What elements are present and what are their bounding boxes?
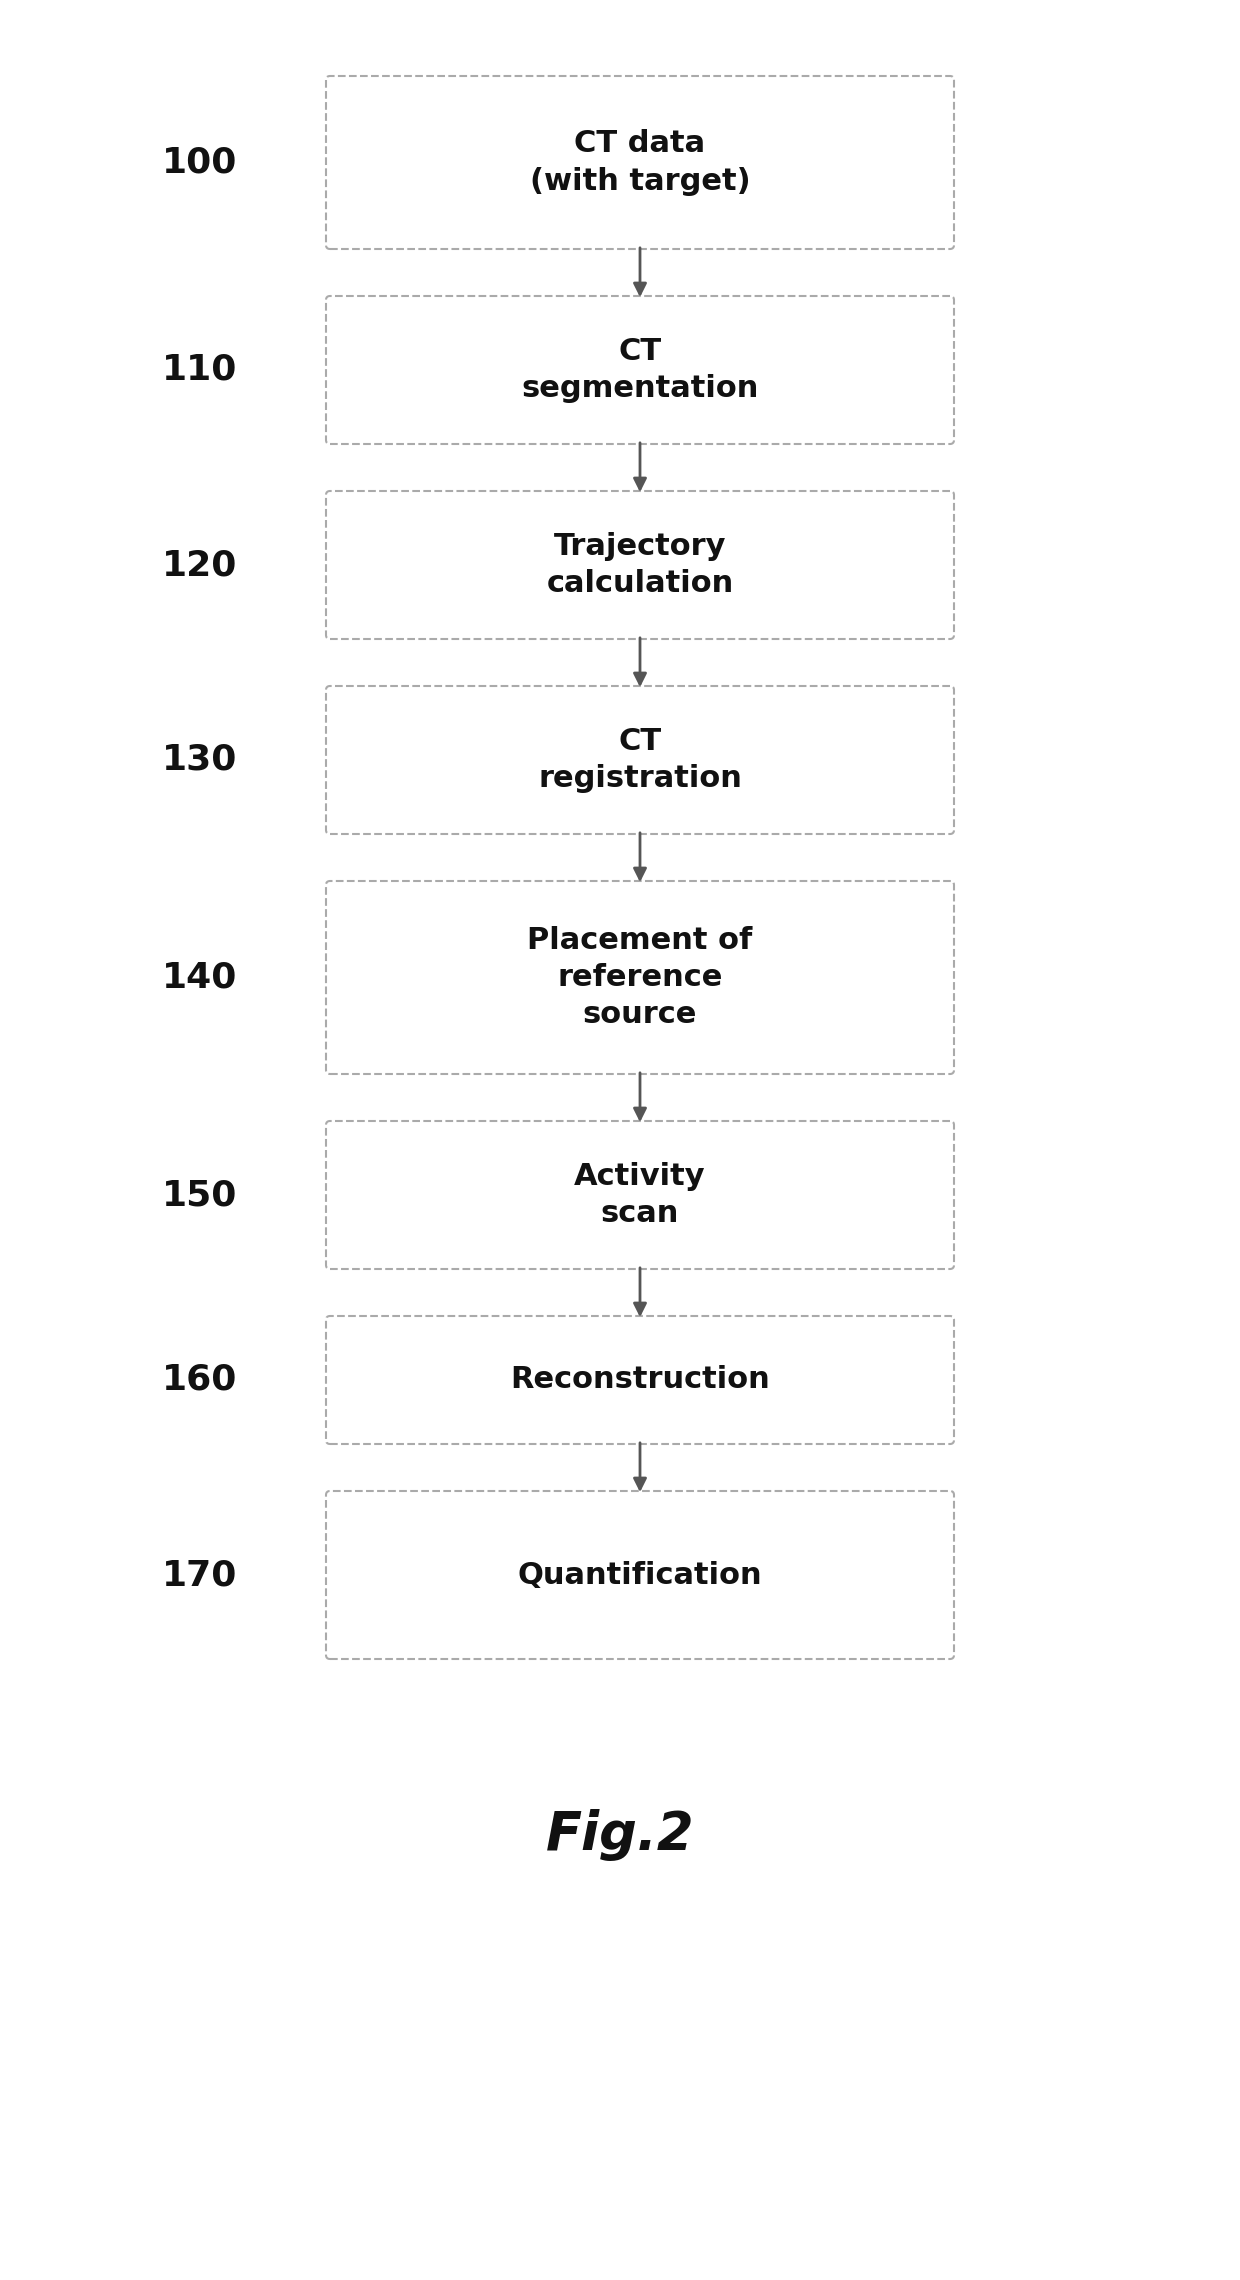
Text: Fig.2: Fig.2: [546, 1808, 694, 1860]
Text: Activity
scan: Activity scan: [574, 1163, 706, 1229]
Text: Placement of
reference
source: Placement of reference source: [527, 926, 753, 1028]
Text: Quantification: Quantification: [517, 1560, 763, 1589]
FancyBboxPatch shape: [326, 880, 954, 1074]
FancyBboxPatch shape: [326, 75, 954, 249]
Text: CT
registration: CT registration: [538, 727, 742, 793]
Text: Trajectory
calculation: Trajectory calculation: [547, 531, 734, 597]
FancyBboxPatch shape: [326, 1122, 954, 1270]
Text: 160: 160: [162, 1363, 238, 1398]
FancyBboxPatch shape: [326, 1316, 954, 1443]
Text: CT data
(with target): CT data (with target): [529, 130, 750, 196]
Text: 140: 140: [162, 960, 238, 994]
Text: 120: 120: [162, 547, 238, 581]
Text: 100: 100: [162, 146, 238, 180]
Text: 170: 170: [162, 1557, 238, 1591]
FancyBboxPatch shape: [326, 1491, 954, 1660]
FancyBboxPatch shape: [326, 490, 954, 638]
FancyBboxPatch shape: [326, 296, 954, 445]
Text: CT
segmentation: CT segmentation: [521, 337, 759, 404]
Text: 130: 130: [162, 743, 238, 777]
Text: Reconstruction: Reconstruction: [510, 1366, 770, 1395]
Text: 150: 150: [162, 1179, 238, 1213]
Text: 110: 110: [162, 353, 238, 388]
FancyBboxPatch shape: [326, 686, 954, 834]
